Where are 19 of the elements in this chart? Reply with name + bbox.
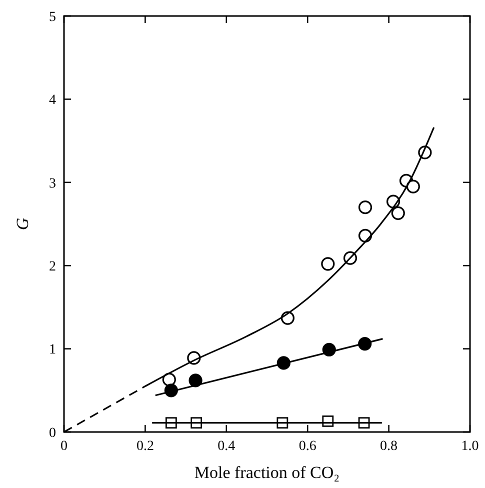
x-tick-label: 0.4 — [218, 439, 236, 454]
y-axis-title: G — [13, 218, 32, 230]
point — [391, 206, 405, 220]
point — [188, 374, 202, 388]
y-tick-label: 2 — [49, 260, 56, 274]
x-tick-label: 0.2 — [136, 439, 154, 454]
point — [358, 200, 372, 214]
x-axis-title: Mole fraction of CO₂ — [194, 463, 340, 482]
x-tick-label: 0 — [60, 439, 68, 454]
point — [321, 257, 335, 271]
point — [406, 180, 420, 194]
x-tick-label: 0.6 — [298, 439, 316, 454]
y-tick-label: 0 — [49, 426, 56, 441]
y-tick-label: 1 — [49, 342, 56, 358]
y-tick-label: 5 — [49, 10, 56, 25]
x-tick-label: 1.0 — [461, 439, 479, 454]
x-tick-label: 0.8 — [380, 439, 398, 454]
y-tick-label: 4 — [49, 93, 56, 108]
y-tick-label: 3 — [49, 176, 56, 192]
